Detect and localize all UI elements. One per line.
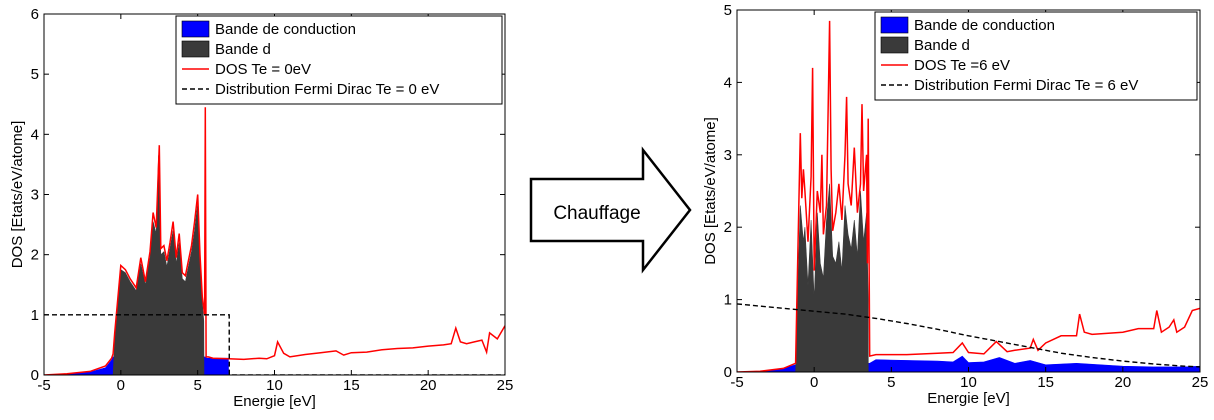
x-tick-label: 20 (420, 377, 437, 394)
legend: Bande de conduction Bande d DOS Te = 0eV Di… (175, 15, 503, 105)
series-1-area (795, 183, 869, 372)
y-tick-label: 3 (31, 187, 39, 204)
y-tick-label: 6 (31, 6, 39, 23)
legend-label-3: Distribution Fermi Dirac Te = 0 eV (215, 81, 439, 98)
legend: Bande de conduction Bande d DOS Te =6 eV Di… (874, 11, 1198, 101)
x-tick-label: 5 (887, 374, 895, 391)
plot-area (44, 107, 505, 375)
y-tick-label: 0 (724, 364, 732, 381)
x-tick-label: 15 (343, 377, 360, 394)
x-tick-label: 10 (960, 374, 977, 391)
legend-box (874, 11, 1198, 101)
legend-label-1: Bande d (914, 37, 970, 54)
legend-label-0: Bande de conduction (914, 17, 1055, 34)
y-axis-label: DOS [Etats/eV/atome] (702, 117, 719, 265)
plot-area (737, 20, 1200, 372)
legend-swatch-0 (181, 20, 210, 38)
y-tick-label: 3 (724, 147, 732, 164)
right-arrow-icon (529, 146, 692, 274)
x-tick-label: -5 (730, 374, 743, 391)
legend-swatch-0 (880, 16, 909, 34)
legend-swatch-1 (181, 40, 210, 58)
legend-swatch-1 (880, 36, 909, 54)
series-3-dashed-line (44, 314, 505, 375)
x-tick-label: 20 (1114, 374, 1131, 391)
y-tick-label: 0 (31, 367, 39, 384)
y-tick-label: 1 (31, 307, 39, 324)
legend-label-3: Distribution Fermi Dirac Te = 6 eV (914, 77, 1138, 94)
legend-label-2: DOS Te = 0eV (215, 61, 311, 78)
x-tick-label: 5 (193, 377, 201, 394)
x-axis-label: Energie [eV] (233, 393, 316, 410)
x-tick-label: 15 (1037, 374, 1054, 391)
y-axis-label: DOS [Etats/eV/atome] (9, 121, 26, 269)
y-tick-label: 2 (724, 219, 732, 236)
y-tick-label: 5 (31, 66, 39, 83)
y-tick-label: 2 (31, 247, 39, 264)
series-3-dashed-line (737, 303, 1200, 368)
series-2-line (44, 107, 505, 375)
heating-arrow: Chauffage (529, 146, 692, 274)
y-tick-label: 1 (724, 292, 732, 309)
legend-label-2: DOS Te =6 eV (914, 57, 1010, 74)
x-axis-label: Energie [eV] (927, 390, 1010, 407)
y-tick-label: 4 (31, 126, 39, 143)
x-tick-label: 25 (1192, 374, 1209, 391)
legend-label-0: Bande de conduction (215, 21, 356, 38)
legend-label-1: Bande d (215, 41, 271, 58)
y-tick-label: 5 (724, 2, 732, 19)
arrow-label: Chauffage (553, 203, 640, 224)
legend-box (175, 15, 503, 105)
x-tick-label: 0 (810, 374, 818, 391)
x-tick-label: 25 (497, 377, 514, 394)
y-tick-label: 4 (724, 74, 732, 91)
x-tick-label: -5 (37, 377, 50, 394)
x-tick-label: 10 (266, 377, 283, 394)
series-2-line (737, 20, 1200, 372)
x-tick-label: 0 (117, 377, 125, 394)
